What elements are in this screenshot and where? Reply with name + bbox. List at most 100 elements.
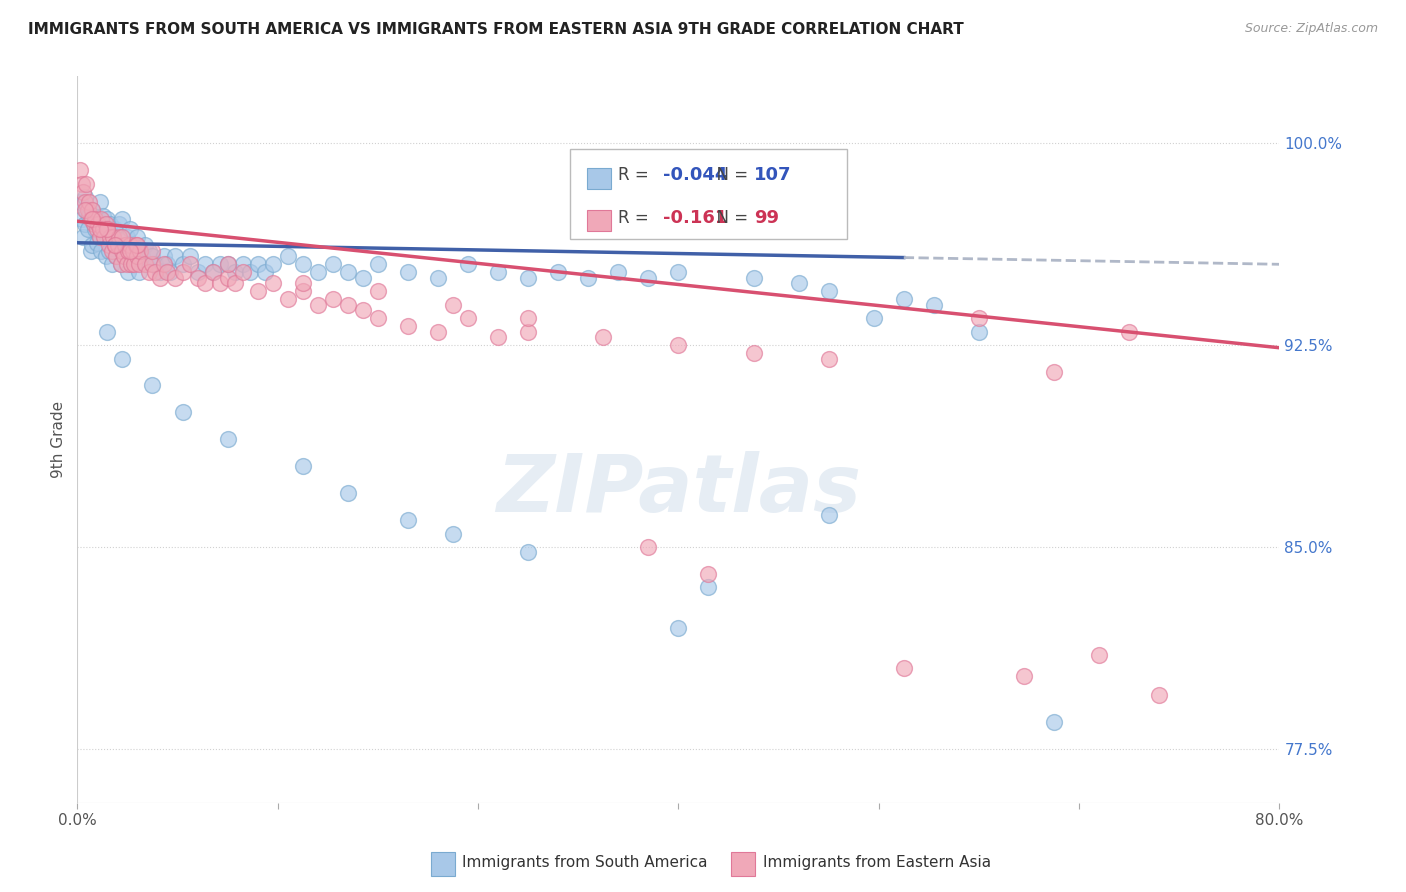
Point: [141, 378, 163, 392]
Point: [186, 270, 209, 285]
Point: [1012, 669, 1035, 683]
Point: [209, 257, 232, 271]
Point: [72, 230, 94, 244]
Point: [232, 257, 254, 271]
Point: [82, 203, 104, 218]
Point: [125, 249, 148, 263]
Point: [179, 257, 201, 271]
Point: [128, 257, 150, 271]
Point: [82, 238, 104, 252]
Point: [262, 276, 284, 290]
Point: [576, 270, 599, 285]
Text: 99: 99: [754, 209, 779, 227]
Point: [224, 276, 246, 290]
Point: [697, 566, 720, 581]
Point: [73, 195, 96, 210]
Point: [97, 244, 120, 258]
Point: [517, 545, 540, 559]
Text: Immigrants from South America: Immigrants from South America: [463, 855, 707, 870]
FancyBboxPatch shape: [571, 148, 846, 239]
Point: [72, 185, 94, 199]
Point: [115, 230, 138, 244]
Point: [145, 257, 167, 271]
Point: [124, 244, 146, 258]
Point: [111, 244, 134, 258]
Point: [80, 244, 103, 258]
Point: [94, 217, 117, 231]
Point: [232, 265, 254, 279]
Point: [817, 351, 839, 366]
Point: [122, 238, 145, 252]
Point: [893, 293, 915, 307]
Point: [697, 581, 720, 595]
Point: [96, 325, 118, 339]
Point: [82, 203, 104, 218]
Point: [97, 238, 120, 252]
Text: IMMIGRANTS FROM SOUTH AMERICA VS IMMIGRANTS FROM EASTERN ASIA 9TH GRADE CORRELAT: IMMIGRANTS FROM SOUTH AMERICA VS IMMIGRA…: [28, 22, 965, 37]
Point: [922, 298, 945, 312]
Point: [105, 249, 128, 263]
Point: [172, 405, 194, 419]
Point: [120, 257, 142, 271]
Point: [118, 244, 141, 258]
Point: [186, 265, 209, 279]
Point: [141, 244, 163, 258]
Point: [114, 249, 136, 263]
Point: [352, 270, 374, 285]
Point: [117, 244, 139, 258]
Point: [89, 230, 111, 244]
Point: [93, 222, 115, 236]
Point: [668, 265, 690, 279]
Point: [96, 230, 118, 244]
Point: [149, 270, 172, 285]
Text: Immigrants from Eastern Asia: Immigrants from Eastern Asia: [762, 855, 991, 870]
Point: [156, 257, 179, 271]
Point: [89, 222, 111, 236]
Point: [457, 257, 479, 271]
Point: [118, 238, 141, 252]
Point: [307, 298, 329, 312]
Point: [163, 249, 186, 263]
Point: [70, 211, 93, 226]
Point: [547, 265, 569, 279]
Point: [336, 265, 359, 279]
Point: [89, 230, 111, 244]
Point: [607, 265, 630, 279]
Point: [291, 276, 314, 290]
Point: [90, 211, 112, 226]
Point: [209, 276, 232, 290]
Point: [93, 230, 115, 244]
Text: -0.161: -0.161: [662, 209, 727, 227]
Point: [115, 257, 138, 271]
Point: [246, 257, 269, 271]
Point: [201, 265, 224, 279]
Point: [135, 257, 157, 271]
Point: [396, 265, 419, 279]
Point: [396, 513, 419, 527]
Text: Source: ZipAtlas.com: Source: ZipAtlas.com: [1244, 22, 1378, 36]
Point: [441, 526, 464, 541]
Point: [592, 330, 614, 344]
Point: [156, 265, 179, 279]
Point: [141, 249, 163, 263]
Point: [1088, 648, 1111, 662]
Point: [153, 249, 176, 263]
Point: [322, 257, 344, 271]
Point: [127, 230, 149, 244]
Point: [103, 230, 125, 244]
Point: [127, 238, 149, 252]
Point: [427, 325, 450, 339]
Point: [79, 195, 101, 210]
Point: [91, 209, 114, 223]
Point: [75, 177, 97, 191]
Point: [322, 293, 344, 307]
Point: [111, 211, 134, 226]
Point: [111, 351, 134, 366]
Point: [637, 270, 659, 285]
Point: [486, 330, 509, 344]
Point: [96, 211, 118, 226]
Point: [787, 276, 810, 290]
Point: [194, 276, 217, 290]
Point: [1149, 688, 1171, 702]
Text: 107: 107: [754, 167, 792, 185]
